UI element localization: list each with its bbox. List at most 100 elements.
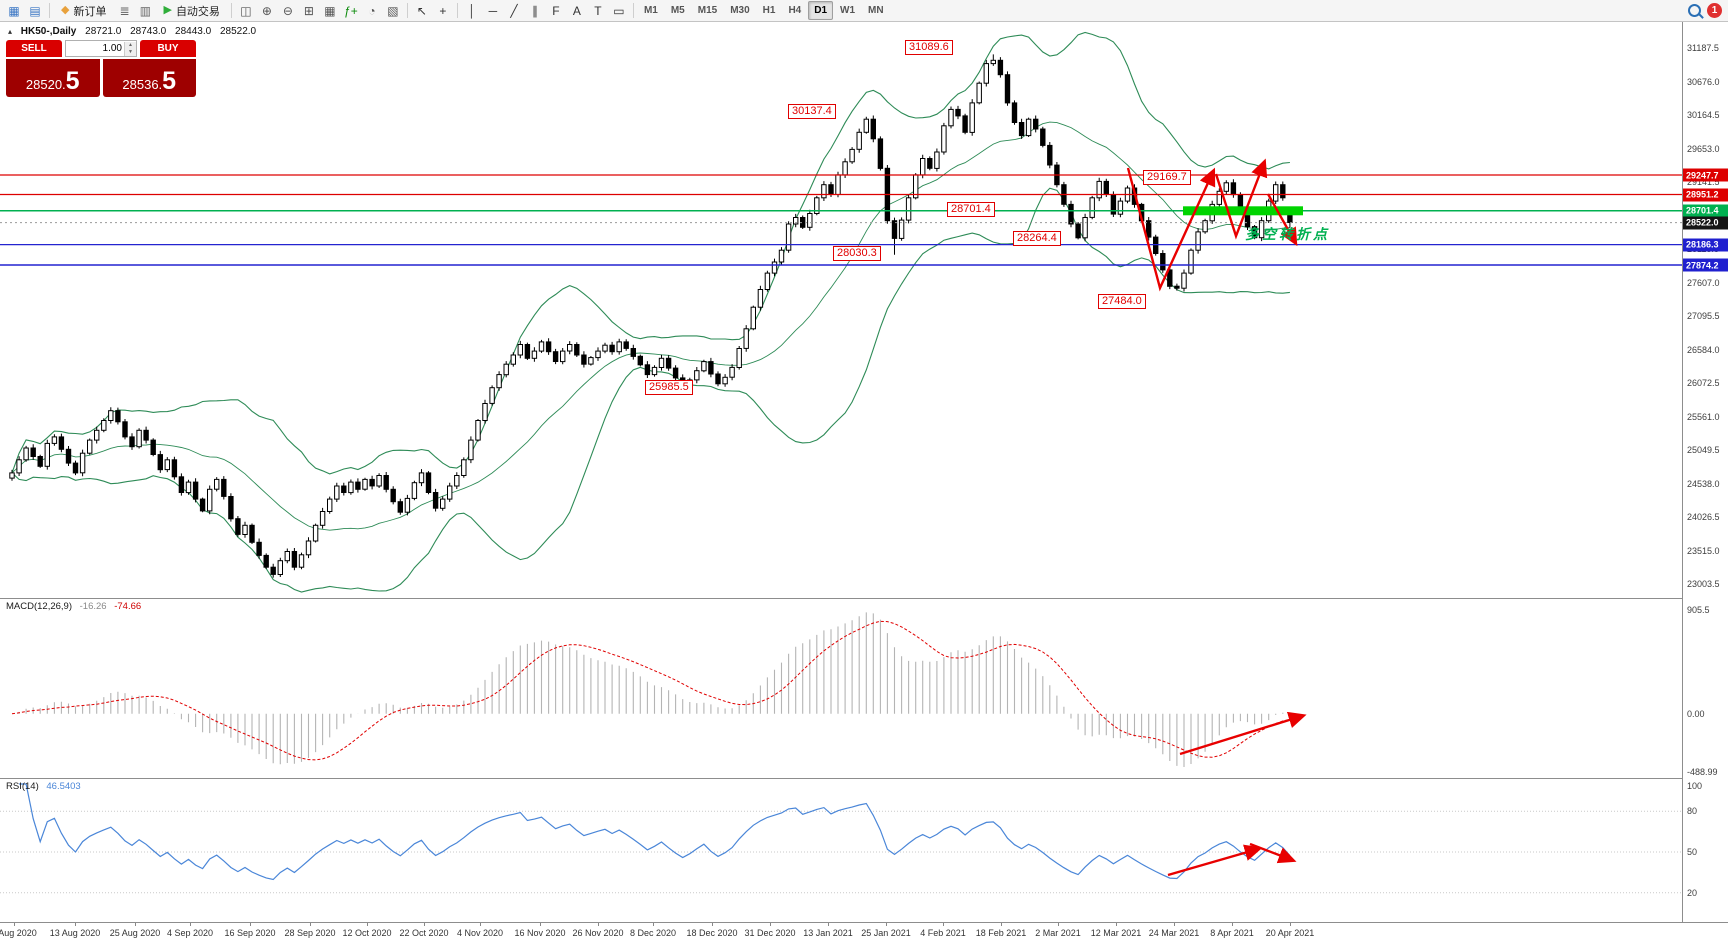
autotrading-button[interactable]: ▶ 自动交易 bbox=[156, 2, 226, 20]
candle-down bbox=[122, 421, 128, 438]
date-label: 8 Apr 2021 bbox=[1210, 928, 1254, 938]
date-label: 20 Apr 2021 bbox=[1265, 928, 1315, 938]
sell-button[interactable]: SELL bbox=[6, 40, 62, 57]
candle-up bbox=[1096, 180, 1102, 199]
drawn-arrow-main[interactable] bbox=[1214, 158, 1268, 240]
horizontal-level-lines[interactable] bbox=[0, 174, 1682, 266]
date-tick bbox=[1174, 923, 1175, 926]
candle-up bbox=[305, 540, 312, 556]
candle-up bbox=[475, 420, 481, 441]
new-order-button-label: 新订单 bbox=[73, 5, 107, 18]
timeframe-m30[interactable]: M30 bbox=[730, 5, 750, 16]
drawn-arrow-rsi[interactable] bbox=[1167, 844, 1263, 877]
date-tick bbox=[828, 923, 829, 926]
chinese-annotation-text[interactable]: 多空转折点 bbox=[1245, 226, 1330, 242]
macd-panel-separator[interactable] bbox=[0, 598, 1728, 599]
date-tick bbox=[14, 923, 15, 926]
text-icon[interactable]: A bbox=[572, 3, 581, 18]
volume-up-icon[interactable]: ▲ bbox=[125, 41, 136, 49]
price-callout-label[interactable]: 28030.3 bbox=[833, 246, 881, 261]
drawn-arrow-rsi[interactable] bbox=[1249, 842, 1297, 864]
vertical-line-icon[interactable]: │ bbox=[468, 3, 476, 18]
candle-down bbox=[997, 59, 1004, 76]
timeframe-m1[interactable]: M1 bbox=[643, 5, 658, 16]
crosshair-icon[interactable]: + bbox=[439, 3, 447, 18]
timeframe-m15[interactable]: M15 bbox=[697, 5, 718, 16]
price-callout-label[interactable]: 27484.0 bbox=[1098, 294, 1146, 309]
date-label: 18 Feb 2021 bbox=[975, 928, 1027, 938]
drawn-arrow-macd[interactable] bbox=[1179, 711, 1307, 756]
macd-indicator-label: MACD(12,26,9) -16.26 -74.66 bbox=[6, 601, 146, 612]
channel-icon[interactable]: ∥ bbox=[531, 3, 538, 18]
candle-up bbox=[785, 223, 792, 251]
timeframe-m5[interactable]: M5 bbox=[670, 5, 685, 16]
rsi-panel-separator[interactable] bbox=[0, 778, 1728, 779]
templates-icon[interactable]: ▧ bbox=[387, 3, 399, 18]
rsi-indicator-label: RSI(14) 46.5403 bbox=[6, 781, 86, 792]
chart-profiles-icon[interactable]: ▤ bbox=[29, 3, 41, 18]
cursor-icon[interactable]: ↖ bbox=[416, 3, 427, 18]
candle-down bbox=[708, 361, 714, 375]
candle-up bbox=[1195, 231, 1201, 251]
shapes-icon[interactable]: ▭ bbox=[613, 3, 625, 18]
candle-down bbox=[637, 355, 643, 366]
candle-down bbox=[58, 436, 65, 450]
candle-down bbox=[37, 456, 43, 467]
timeframe-d1[interactable]: D1 bbox=[808, 1, 834, 20]
market-depth-icon[interactable]: ≣ bbox=[119, 3, 130, 18]
drawn-arrow-main[interactable] bbox=[1266, 193, 1298, 247]
chart-canvas[interactable] bbox=[0, 22, 1682, 922]
candle-up bbox=[404, 497, 411, 513]
search-icon[interactable] bbox=[1688, 4, 1701, 17]
toolbar-separator bbox=[406, 3, 408, 18]
timeframe-mn[interactable]: MN bbox=[868, 5, 884, 16]
candle-up bbox=[757, 289, 764, 308]
drawn-arrow-main[interactable] bbox=[1126, 167, 1216, 292]
fibonacci-icon[interactable]: F bbox=[552, 3, 560, 18]
price-callout-label[interactable]: 25985.5 bbox=[645, 380, 693, 395]
candle-up bbox=[94, 429, 100, 441]
zoom-in-icon[interactable]: ⊕ bbox=[261, 3, 272, 18]
chart-plot-area[interactable]: ▴ HK50-,Daily 28721.0 28743.0 28443.0 28… bbox=[0, 22, 1682, 922]
horizontal-line-icon[interactable]: ─ bbox=[488, 3, 498, 18]
price-callout-label[interactable]: 28264.4 bbox=[1013, 231, 1061, 246]
arrange-windows-icon[interactable]: ▦ bbox=[324, 3, 336, 18]
support-zone-highlight[interactable] bbox=[1183, 206, 1303, 216]
candle-down bbox=[552, 351, 559, 363]
date-axis[interactable]: 5 Aug 2020 13 Aug 2020 25 Aug 2020 4 Sep 20… bbox=[0, 922, 1728, 945]
candle-up bbox=[334, 485, 340, 500]
indicators-icon[interactable]: ƒ+ bbox=[344, 3, 358, 18]
date-tick bbox=[598, 923, 599, 926]
candle-up bbox=[454, 475, 460, 487]
date-label: 13 Jan 2021 bbox=[803, 928, 853, 938]
cascade-windows-icon[interactable]: ◫ bbox=[240, 3, 252, 18]
tile-windows-icon[interactable]: ⊞ bbox=[303, 3, 314, 18]
candle-up bbox=[418, 472, 425, 484]
periods-icon[interactable]: ◔ bbox=[368, 3, 376, 18]
candle-up bbox=[849, 148, 855, 163]
volume-down-icon[interactable]: ▼ bbox=[125, 48, 136, 56]
new-order-button[interactable]: ◆ 新订单 bbox=[54, 2, 113, 20]
candle-up bbox=[835, 174, 841, 195]
timeframe-h1[interactable]: H1 bbox=[762, 5, 776, 16]
data-window-icon[interactable]: ▥ bbox=[139, 3, 152, 18]
price-callout-label[interactable]: 29169.7 bbox=[1143, 170, 1191, 185]
candle-down bbox=[665, 357, 672, 369]
buy-button[interactable]: BUY bbox=[140, 40, 196, 57]
timeframe-h4[interactable]: H4 bbox=[788, 5, 802, 16]
rsi-name: RSI(14) bbox=[6, 781, 39, 792]
candle-down bbox=[30, 447, 36, 457]
price-callout-label[interactable]: 30137.4 bbox=[788, 104, 836, 119]
new-chart-icon[interactable]: ▦ bbox=[8, 3, 20, 18]
price-callout-label[interactable]: 28701.4 bbox=[947, 202, 995, 217]
price-axis[interactable]: 31187.530676.030164.529653.029141.528630… bbox=[1682, 22, 1728, 922]
timeframe-w1[interactable]: W1 bbox=[840, 5, 856, 16]
price-callout-label[interactable]: 31089.6 bbox=[905, 40, 953, 55]
label-icon[interactable]: T bbox=[594, 3, 602, 18]
notification-badge[interactable]: 1 bbox=[1707, 3, 1722, 18]
sell-price-display[interactable]: 28520. 5 bbox=[6, 59, 100, 97]
buy-price-display[interactable]: 28536. 5 bbox=[102, 59, 196, 97]
volume-input[interactable] bbox=[66, 43, 124, 54]
trendline-icon[interactable]: ╱ bbox=[510, 3, 518, 18]
zoom-out-icon[interactable]: ⊖ bbox=[282, 3, 293, 18]
